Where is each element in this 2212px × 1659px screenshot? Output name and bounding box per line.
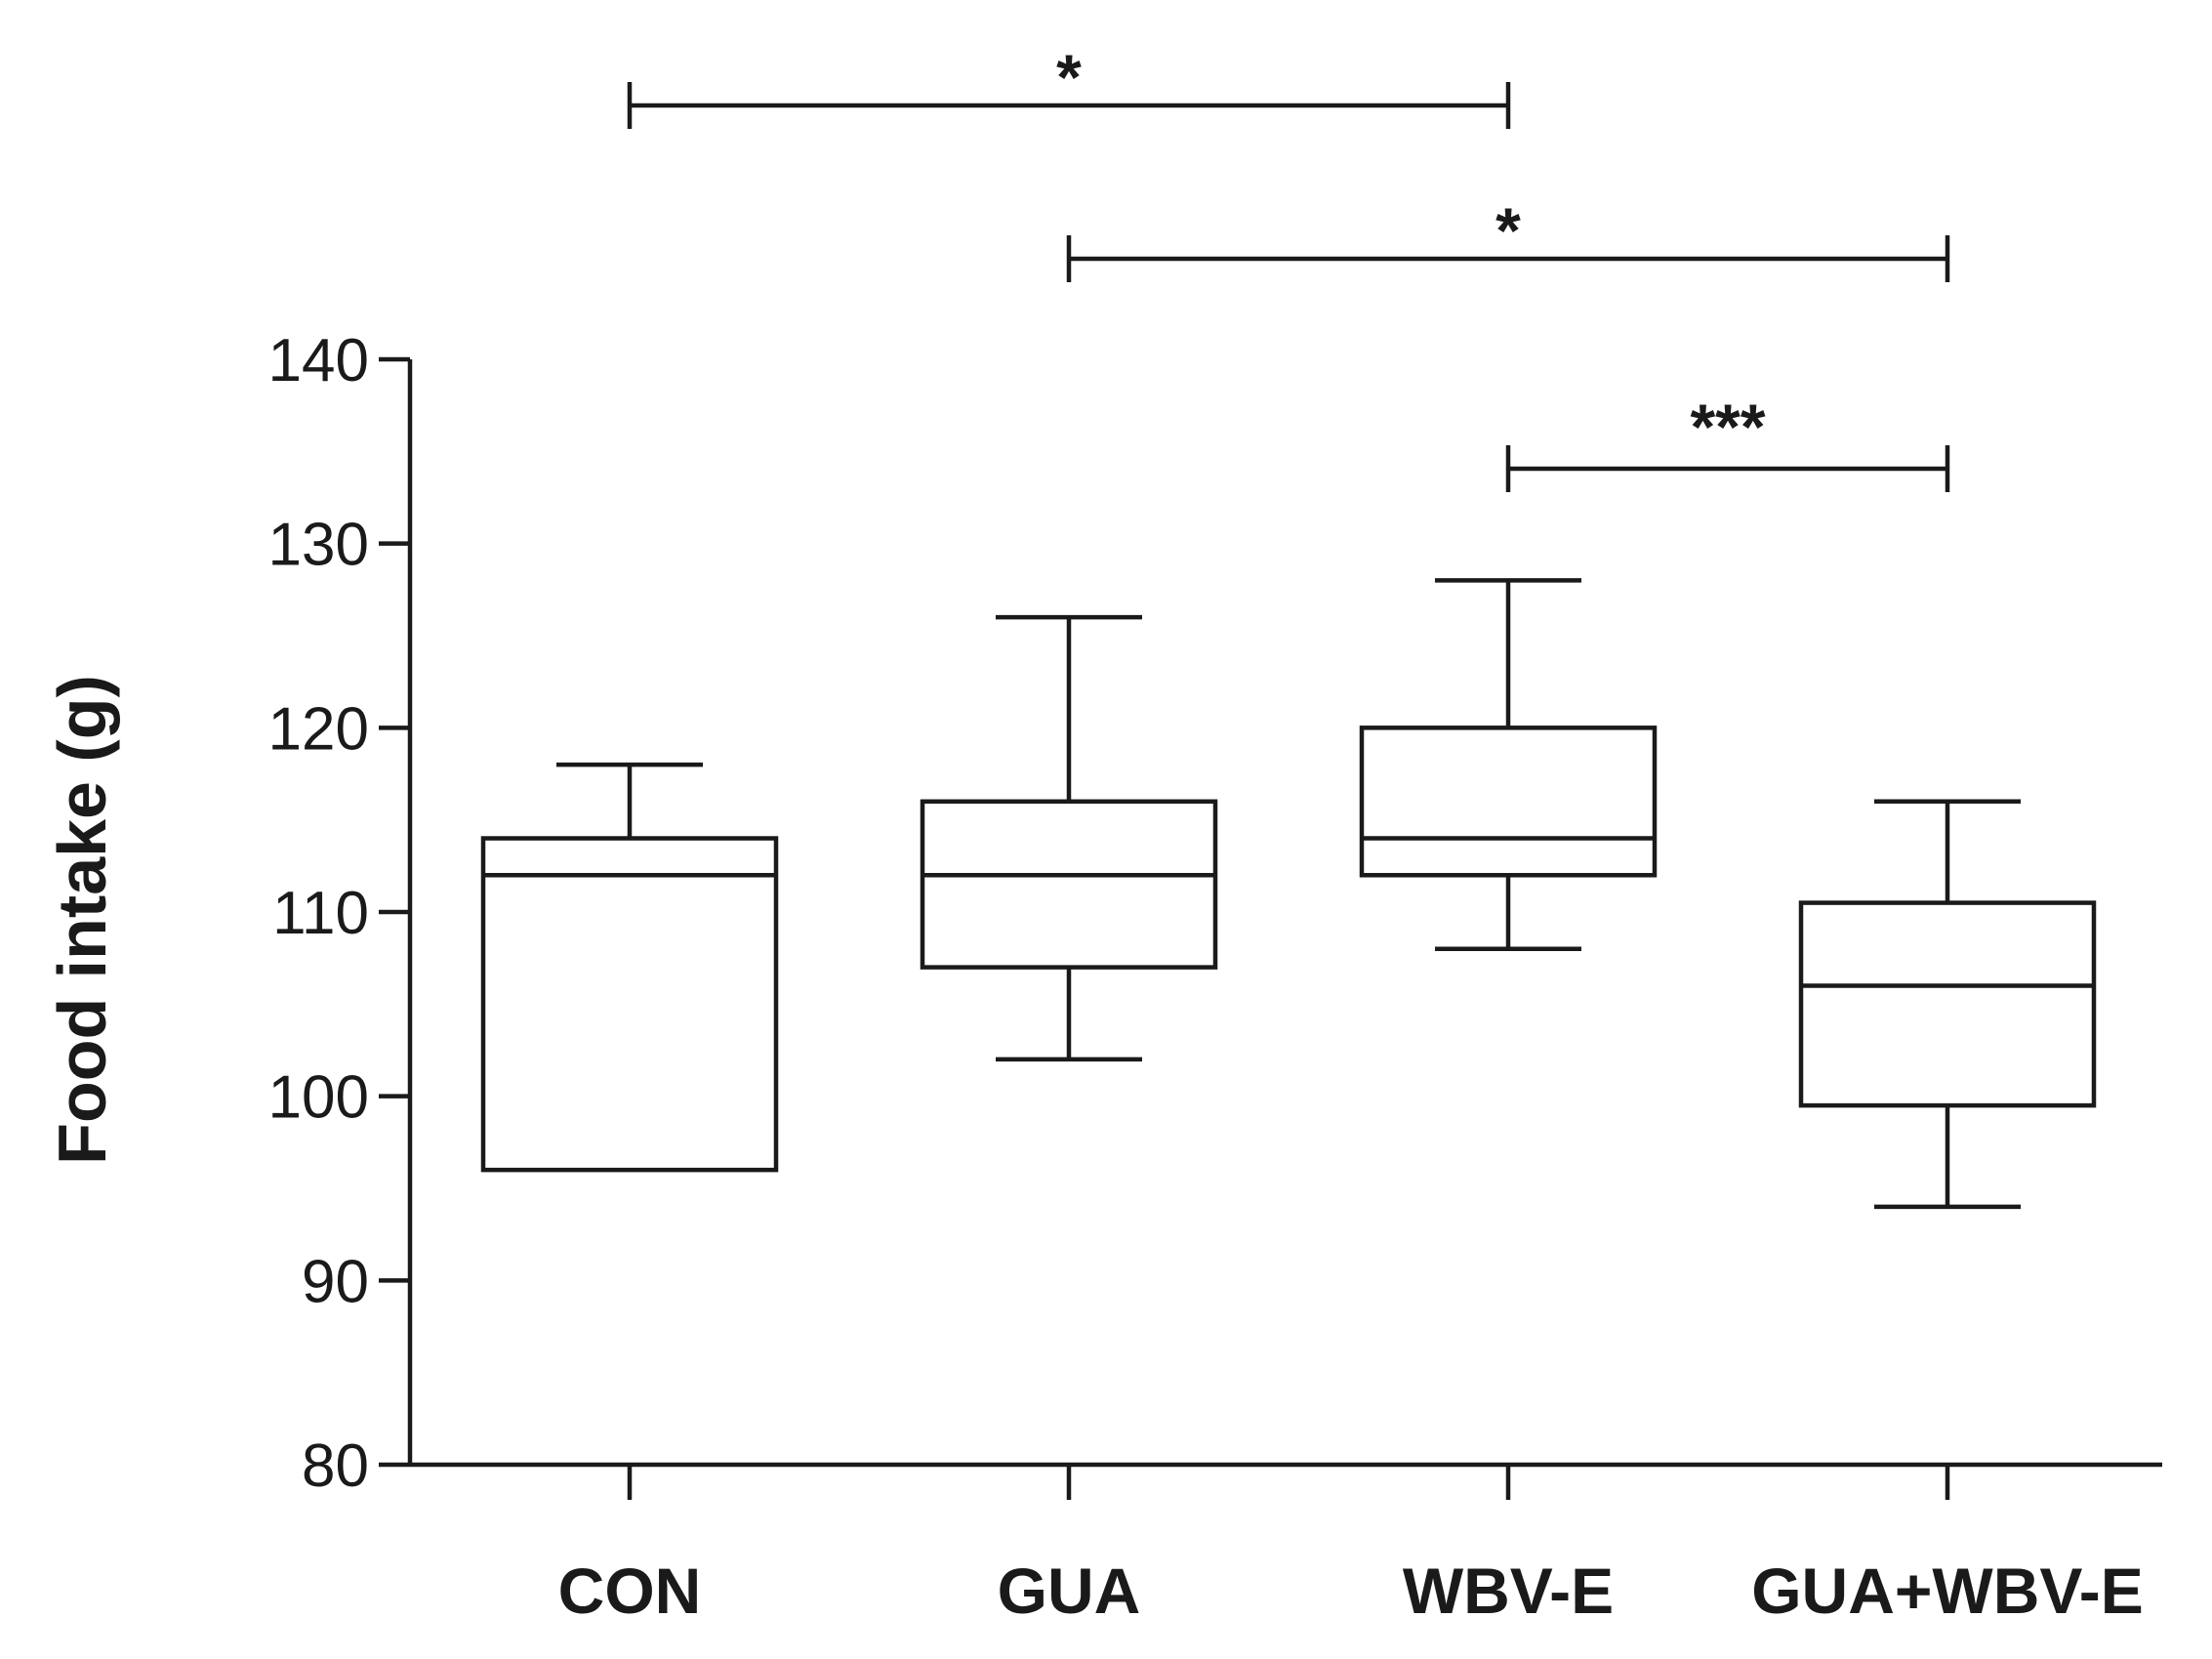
x-tick-label: GUA+WBV-E xyxy=(1751,1555,2144,1627)
x-tick-label: GUA xyxy=(998,1555,1141,1627)
y-tick-label: 130 xyxy=(268,512,369,579)
box-series xyxy=(480,578,2097,1210)
significance-label: *** xyxy=(1690,391,1765,463)
y-axis-label: Food intake (g) xyxy=(44,675,120,1165)
y-tick-label: 100 xyxy=(268,1064,369,1132)
significance-bracket: * xyxy=(1066,194,1950,282)
x-axis-labels: CON GUA WBV-E GUA+WBV-E xyxy=(558,1465,2144,1627)
iqr-box xyxy=(480,836,779,1173)
x-tick-label: CON xyxy=(558,1555,702,1627)
y-axis-ticks: 80 90 100 110 120 130 140 xyxy=(268,327,410,1500)
box-gua-wbv-e xyxy=(1798,799,2097,1210)
significance-brackets: ***** xyxy=(627,41,1950,492)
significance-bracket: *** xyxy=(1505,391,1950,492)
iqr-box xyxy=(1359,726,1658,878)
iqr-box xyxy=(920,799,1218,970)
box-con xyxy=(480,762,779,1173)
significance-label: * xyxy=(1056,41,1082,113)
y-tick-label: 80 xyxy=(302,1432,369,1500)
significance-bracket: * xyxy=(627,41,1511,129)
x-tick-label: WBV-E xyxy=(1403,1555,1614,1627)
box-gua xyxy=(920,614,1218,1062)
y-tick-label: 120 xyxy=(268,695,369,763)
significance-label: * xyxy=(1495,194,1521,267)
y-tick-label: 90 xyxy=(302,1248,369,1315)
box-wbv-e xyxy=(1359,578,1658,951)
y-tick-label: 110 xyxy=(272,880,369,947)
y-tick-label: 140 xyxy=(268,327,369,394)
iqr-box xyxy=(1798,900,2097,1108)
